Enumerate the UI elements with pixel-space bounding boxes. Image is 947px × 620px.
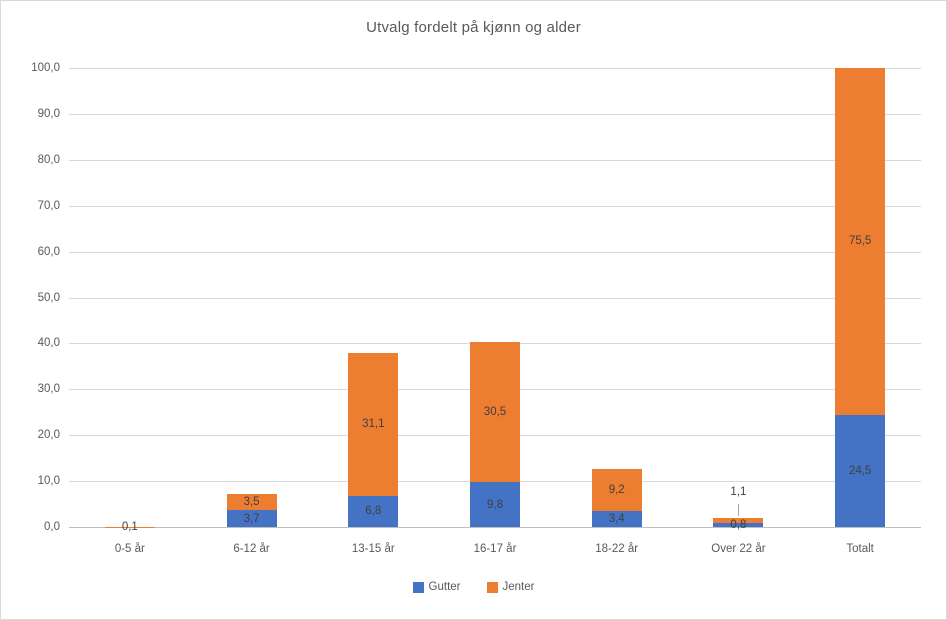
bar-data-label: 3,5 [243, 495, 260, 508]
legend-label: Gutter [428, 581, 461, 593]
y-axis-tick-label: 50,0 [37, 292, 60, 304]
bar-segment-jenter [591, 469, 642, 512]
legend-item-gutter: Gutter [412, 581, 461, 593]
bar-data-label: 75,5 [848, 235, 872, 248]
y-axis-tick-label: 40,0 [37, 337, 60, 349]
legend-label: Jenter [502, 581, 535, 593]
label-leader-line [737, 504, 739, 517]
bar-data-label: 30,5 [483, 406, 507, 419]
bar-segment-gutter [348, 495, 399, 527]
x-axis-category-label: 13-15 år [351, 543, 395, 555]
chart-title: Utvalg fordelt på kjønn og alder [366, 19, 581, 36]
bar-data-label: 0,1 [121, 520, 138, 533]
bar-segment-gutter [591, 511, 642, 527]
bar-segment-gutter [470, 482, 520, 527]
y-axis-tick-label: 0,0 [44, 521, 60, 533]
bar-data-label-callout: 1,1 [730, 486, 747, 499]
bar-data-label: 24,5 [848, 464, 872, 477]
bar-segment-gutter [713, 523, 764, 527]
x-axis-category-label: Totalt [846, 543, 874, 555]
gridline [69, 68, 921, 69]
bar-segment-gutter [226, 510, 277, 527]
bar-segment-jenter [348, 353, 399, 496]
bar-segment-gutter [835, 414, 886, 527]
gridline [69, 114, 921, 115]
bar-data-label: 3,4 [608, 513, 625, 526]
bar-data-label: 6,8 [365, 505, 382, 518]
bar-segment-jenter [713, 518, 764, 524]
bar-data-label: 9,2 [608, 484, 625, 497]
bar-segment-jenter [470, 342, 520, 482]
gridline [69, 206, 921, 207]
gridline [69, 252, 921, 253]
y-axis-tick-label: 80,0 [37, 154, 60, 166]
y-axis-tick-label: 60,0 [37, 246, 60, 258]
bar-data-label: 3,7 [243, 512, 260, 525]
bar-segment-jenter [104, 526, 155, 528]
bar-segment-jenter [226, 493, 277, 510]
x-axis-line [69, 527, 921, 528]
y-axis-tick-label: 20,0 [37, 429, 60, 441]
legend: Gutter Jenter [1, 581, 946, 593]
legend-item-jenter: Jenter [486, 581, 535, 593]
gridline [69, 298, 921, 299]
x-axis-category-label: 16-17 år [473, 543, 517, 555]
y-axis-tick-label: 90,0 [37, 108, 60, 120]
bar-data-label: 9,8 [487, 498, 503, 511]
x-axis-category-label: 0-5 år [114, 543, 145, 555]
y-axis-tick-label: 30,0 [37, 383, 60, 395]
x-axis-category-label: 6-12 år [233, 543, 270, 555]
x-axis-category-label: 18-22 år [595, 543, 639, 555]
gridline [69, 160, 921, 161]
bar-data-label: 0,8 [730, 519, 747, 532]
bar-segment-jenter [835, 68, 886, 415]
bar-data-label: 31,1 [362, 418, 385, 431]
y-axis-tick-label: 10,0 [37, 475, 60, 487]
legend-color-swatch-icon [486, 581, 498, 593]
x-axis-category-label: Over 22 år [711, 543, 766, 555]
legend-color-swatch-icon [412, 581, 424, 593]
y-axis-tick-label: 100,0 [31, 62, 60, 74]
y-axis-tick-label: 70,0 [37, 200, 60, 212]
